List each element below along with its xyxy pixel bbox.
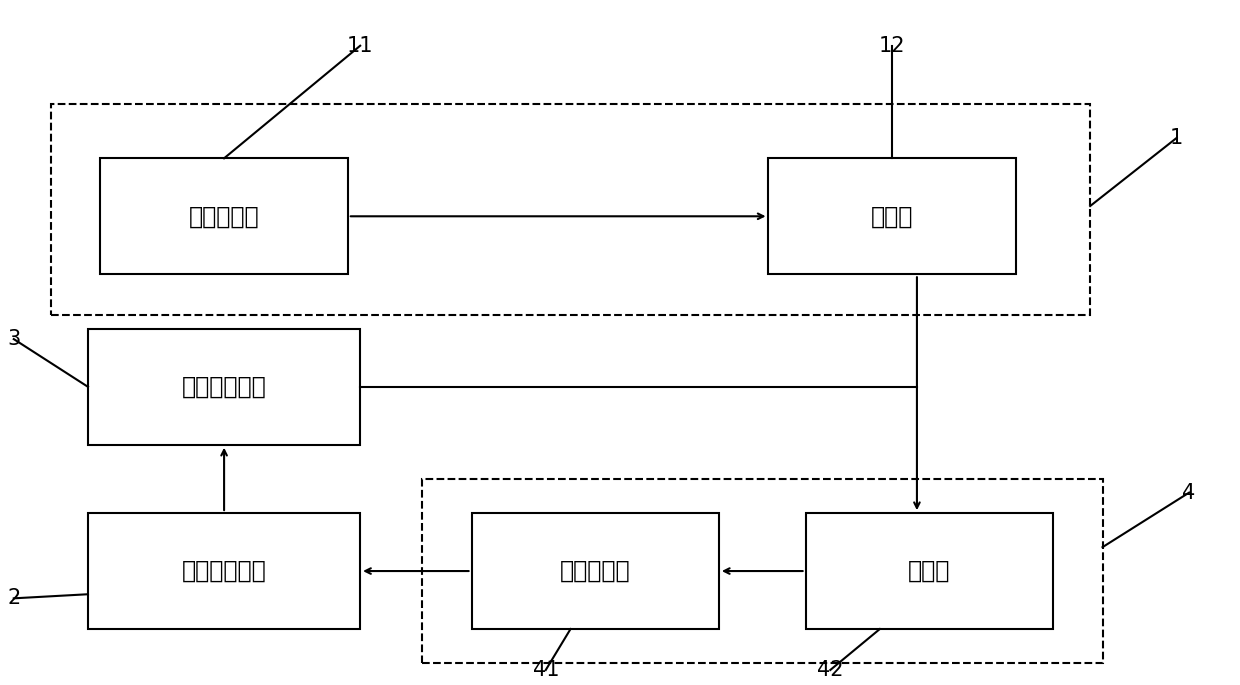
Text: 控制器: 控制器 <box>908 559 951 583</box>
Text: 11: 11 <box>347 36 373 55</box>
Text: 2: 2 <box>7 588 20 608</box>
Text: 41: 41 <box>532 660 559 680</box>
Text: 数据采集单元: 数据采集单元 <box>182 375 267 399</box>
Bar <box>471 513 719 629</box>
Text: 12: 12 <box>879 36 905 55</box>
Text: 驾驶模拟器: 驾驶模拟器 <box>188 204 259 228</box>
Bar <box>422 479 1102 663</box>
Bar <box>769 158 1016 274</box>
Text: 3: 3 <box>7 329 20 349</box>
Bar <box>88 329 360 445</box>
Text: 功率放大器: 功率放大器 <box>560 559 631 583</box>
Bar <box>806 513 1053 629</box>
Text: 4: 4 <box>1183 483 1195 503</box>
Bar <box>51 103 1090 315</box>
Text: 42: 42 <box>817 660 843 680</box>
Bar <box>88 513 360 629</box>
Bar <box>100 158 347 274</box>
Text: 1: 1 <box>1171 128 1183 148</box>
Text: 振动执行单元: 振动执行单元 <box>182 559 267 583</box>
Text: 上位机: 上位机 <box>870 204 914 228</box>
